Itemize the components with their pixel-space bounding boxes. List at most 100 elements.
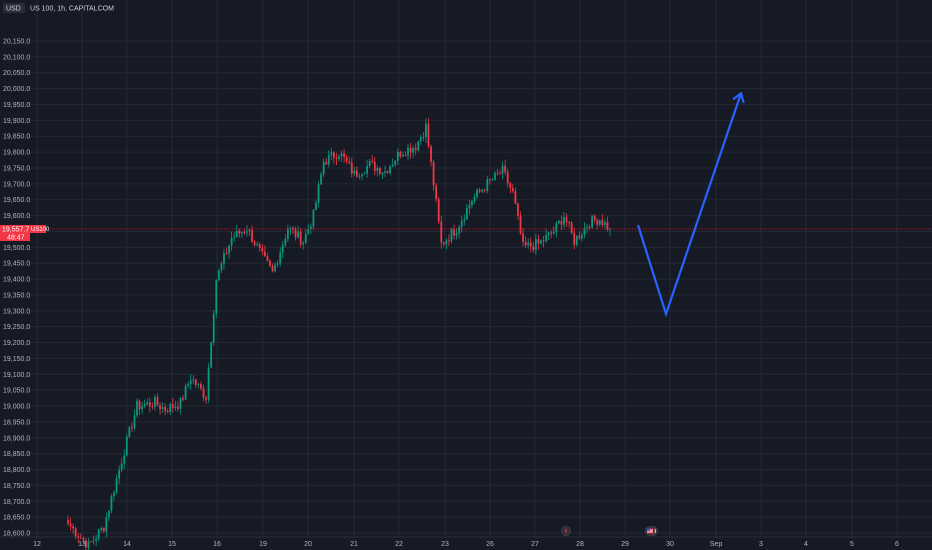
- candle-body: [570, 222, 573, 233]
- candle-body: [473, 196, 476, 202]
- candle-body: [432, 162, 435, 186]
- candle-body: [197, 384, 200, 385]
- candle-body: [550, 232, 553, 234]
- price-tick-label: 19,800.0: [3, 150, 30, 157]
- candle-body: [345, 157, 348, 162]
- candle-body: [455, 233, 458, 236]
- candle-body: [220, 263, 223, 271]
- candle-body: [504, 165, 507, 173]
- price-tick-label: 18,900.0: [3, 435, 30, 442]
- candle-body: [527, 242, 530, 246]
- candle-body: [460, 220, 463, 228]
- candle-body: [271, 265, 274, 272]
- candle-body: [200, 384, 202, 389]
- candle-body: [138, 400, 141, 410]
- candle-body: [304, 233, 307, 243]
- price-tick-label: 19,600.0: [3, 213, 30, 220]
- time-tick-label: 4: [804, 541, 808, 548]
- candle-body: [166, 411, 169, 413]
- candle-body: [194, 379, 197, 385]
- candle-body: [483, 190, 486, 191]
- candle-body: [251, 230, 253, 243]
- candle-body: [596, 220, 599, 225]
- price-tick-label: 19,100.0: [3, 372, 30, 379]
- price-tick-label: 20,100.0: [3, 54, 30, 61]
- price-axis[interactable]: 20,150.0 20,100.0 20,050.0 20,000.0 19,950.0…: [3, 39, 30, 538]
- candle-body: [609, 229, 611, 230]
- price-tick-label: 19,050.0: [3, 388, 30, 395]
- candle-body: [118, 469, 121, 479]
- candle-body: [494, 172, 496, 180]
- candle-body: [603, 222, 606, 225]
- time-tick-label: 30: [666, 541, 674, 548]
- candle-body: [228, 245, 230, 254]
- candle-body: [307, 228, 310, 234]
- candle-body: [560, 220, 563, 225]
- candle-body: [514, 191, 517, 204]
- chart-header: USD US 100, 1h, CAPITALCOM: [3, 3, 114, 13]
- candle-body: [79, 537, 82, 539]
- candle-body: [212, 313, 215, 343]
- candle-body: [125, 436, 128, 456]
- candle-body: [601, 220, 604, 225]
- price-tick-label: 19,150.0: [3, 356, 30, 363]
- candle-body: [299, 231, 302, 245]
- candle-body: [363, 173, 366, 175]
- projection-arrow[interactable]: [636, 91, 745, 318]
- candle-body: [210, 342, 213, 368]
- price-tick-label: 19,700.0: [3, 181, 30, 188]
- candle-body: [215, 280, 218, 314]
- candle-body: [481, 190, 484, 192]
- price-tick-label: 19,250.0: [3, 324, 30, 331]
- time-tick-label: 5: [850, 541, 854, 548]
- candle-body: [325, 161, 328, 165]
- candle-body: [97, 529, 100, 539]
- candle-body: [330, 152, 333, 156]
- symbol-tag-background: [30, 225, 46, 234]
- candle-body: [448, 240, 450, 242]
- time-tick-label: 3: [759, 541, 763, 548]
- candle-body: [396, 151, 399, 161]
- candle-body: [182, 397, 184, 400]
- candle-body: [230, 237, 233, 246]
- candle-body: [384, 171, 386, 173]
- candle-body: [435, 185, 438, 200]
- candle-body: [87, 541, 90, 548]
- us-flag-event-icon[interactable]: [645, 526, 655, 536]
- candle-body: [565, 217, 568, 223]
- candle-body: [159, 405, 161, 410]
- price-tag-background: [0, 225, 30, 234]
- candle-body: [578, 235, 581, 239]
- candle-body: [258, 244, 261, 248]
- candle-body: [417, 141, 420, 151]
- candle-body: [202, 388, 205, 398]
- candle-body: [580, 234, 583, 239]
- price-tick-label: 20,000.0: [3, 86, 30, 93]
- candle-body: [353, 170, 356, 174]
- last-price-value: 19,557.7: [2, 227, 29, 234]
- lightning-event-icon[interactable]: [561, 526, 571, 536]
- candle-body: [373, 161, 376, 171]
- candle-body: [235, 230, 238, 237]
- candle-body: [381, 172, 384, 175]
- time-axis[interactable]: 12 13 14 15 16 19 20 21 22 23 26 27 28 29 30 Sep 3 4 5 6: [33, 541, 899, 548]
- candle-body: [591, 215, 594, 228]
- candle-body: [123, 455, 126, 464]
- candle-body: [340, 153, 343, 157]
- candle-body: [355, 170, 358, 177]
- currency-badge[interactable]: [3, 3, 25, 13]
- grid-lines: [0, 0, 932, 538]
- candle-body: [407, 147, 409, 156]
- countdown-tag-background: [0, 233, 30, 242]
- candle-body: [276, 263, 279, 265]
- price-tick-label: 18,750.0: [3, 483, 30, 490]
- candle-body: [399, 151, 402, 157]
- candle-body: [77, 536, 80, 538]
- time-tick-label: 21: [350, 541, 358, 548]
- candle-body: [217, 270, 220, 281]
- candle-body: [131, 427, 133, 429]
- candle-body: [425, 123, 427, 138]
- candle-body: [128, 427, 131, 437]
